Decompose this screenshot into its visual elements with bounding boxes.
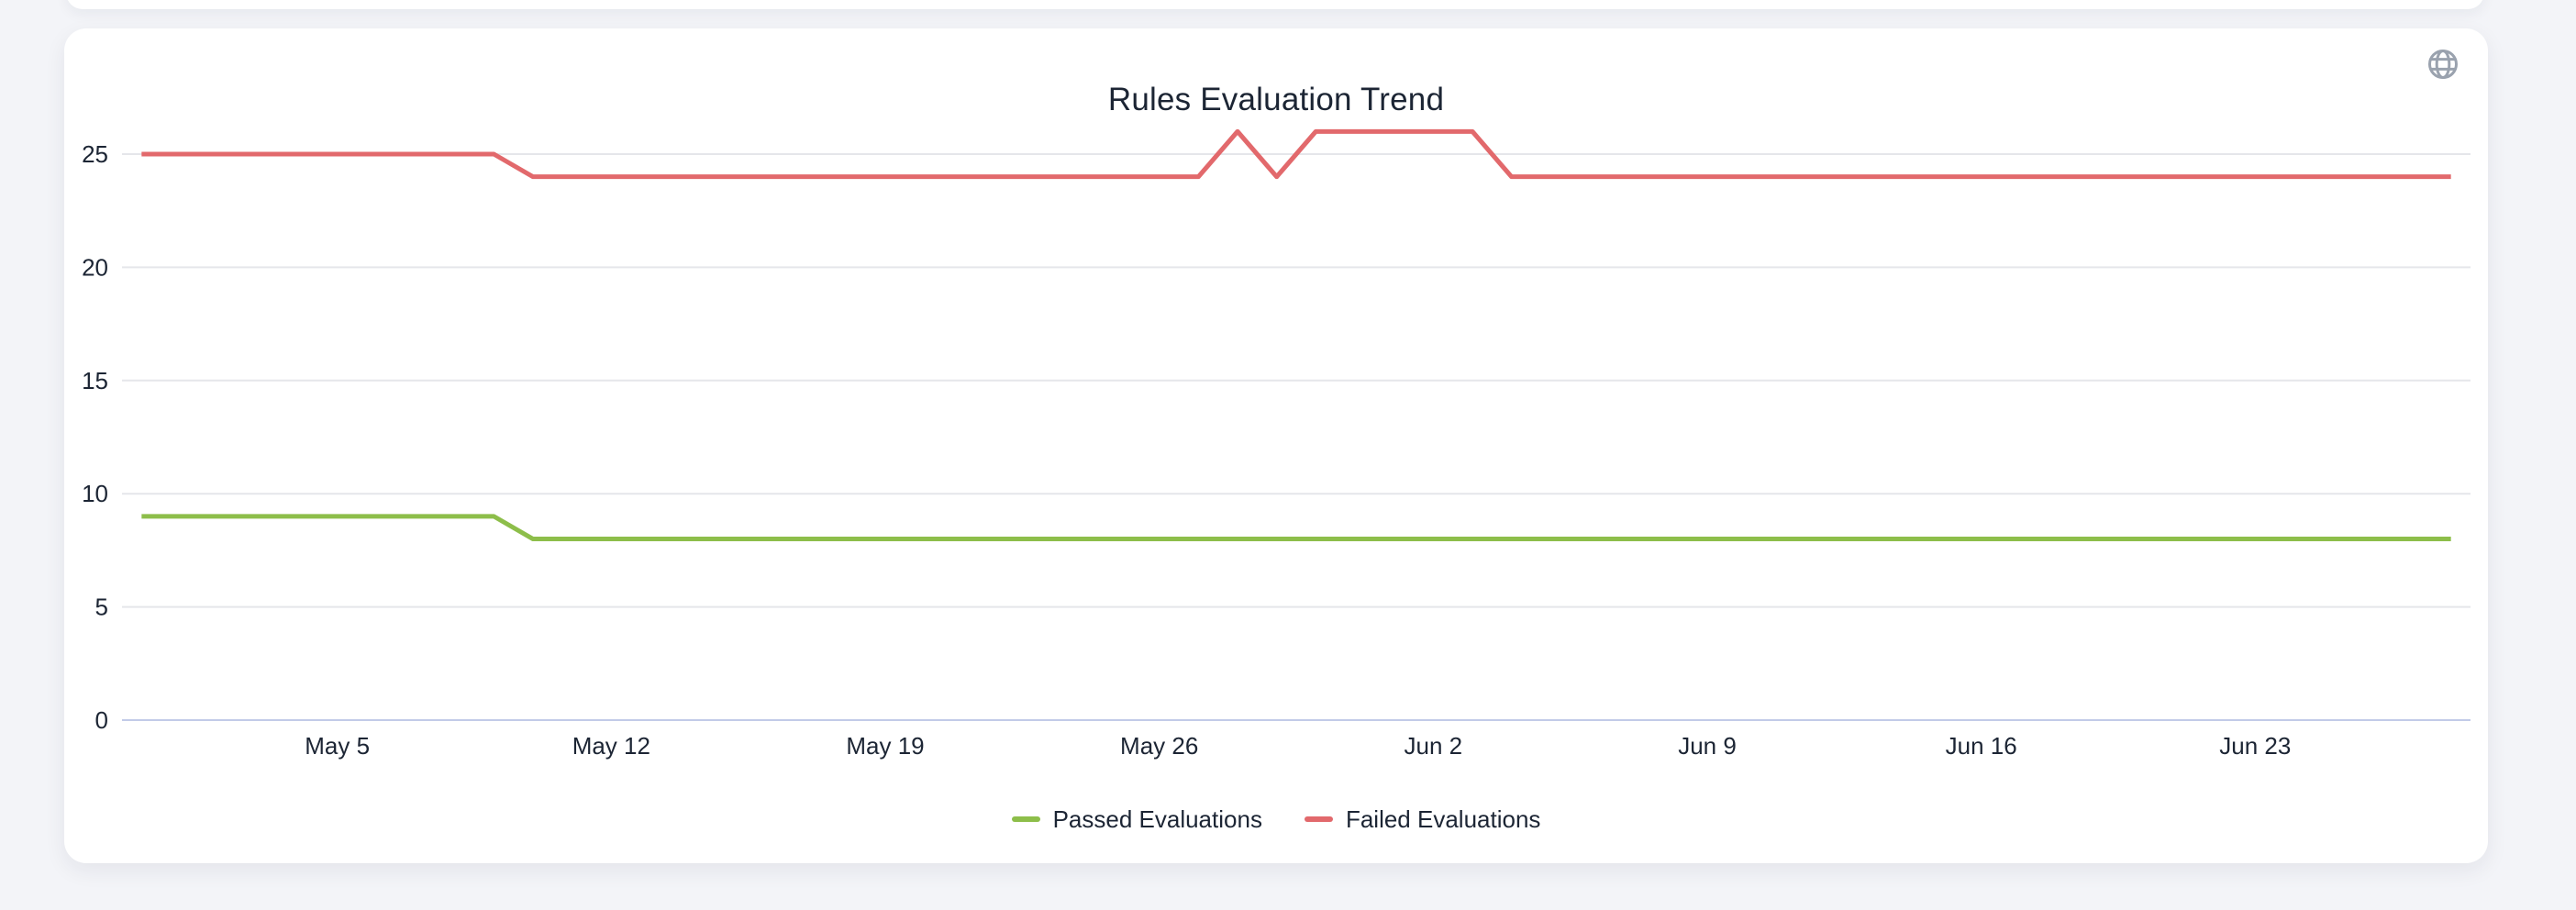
series-line-failed-evaluations [141, 128, 2451, 180]
x-axis-label-may-12: May 12 [572, 732, 650, 760]
legend-label: Failed Evaluations [1345, 805, 1541, 833]
legend-item-passed-evaluations[interactable]: Passed Evaluations [1011, 805, 1262, 834]
y-axis-label-5: 5 [95, 594, 108, 621]
y-axis-label-20: 20 [82, 253, 108, 281]
x-axis-label-jun-9: Jun 9 [1678, 732, 1737, 760]
y-axis-label-0: 0 [95, 706, 108, 734]
legend-dash-icon [1011, 816, 1040, 822]
x-axis-label-may-19: May 19 [846, 732, 924, 760]
x-axis-label-jun-2: Jun 2 [1405, 732, 1463, 760]
x-axis-label-may-26: May 26 [1120, 732, 1198, 760]
y-axis-label-15: 15 [82, 367, 108, 394]
legend-dash-icon [1304, 816, 1333, 822]
globe-icon [2428, 50, 2458, 79]
legend-label: Passed Evaluations [1052, 805, 1262, 833]
legend-item-failed-evaluations[interactable]: Failed Evaluations [1304, 805, 1541, 834]
x-axis-label-jun-23: Jun 23 [2219, 732, 2291, 760]
chart-legend: Passed Evaluations Failed Evaluations [64, 799, 2488, 839]
globe-button[interactable] [2423, 44, 2463, 84]
y-axis-label-25: 25 [82, 140, 108, 168]
previous-card-bottom-edge [66, 0, 2484, 9]
series-line-passed-evaluations [141, 514, 2451, 542]
x-axis-label-may-5: May 5 [305, 732, 370, 760]
x-axis-label-jun-16: Jun 16 [1946, 732, 2017, 760]
chart-card: Rules Evaluation Trend Passed Evaluation… [64, 28, 2488, 863]
y-axis-label-10: 10 [82, 480, 108, 507]
chart-title: Rules Evaluation Trend [1107, 82, 1445, 117]
